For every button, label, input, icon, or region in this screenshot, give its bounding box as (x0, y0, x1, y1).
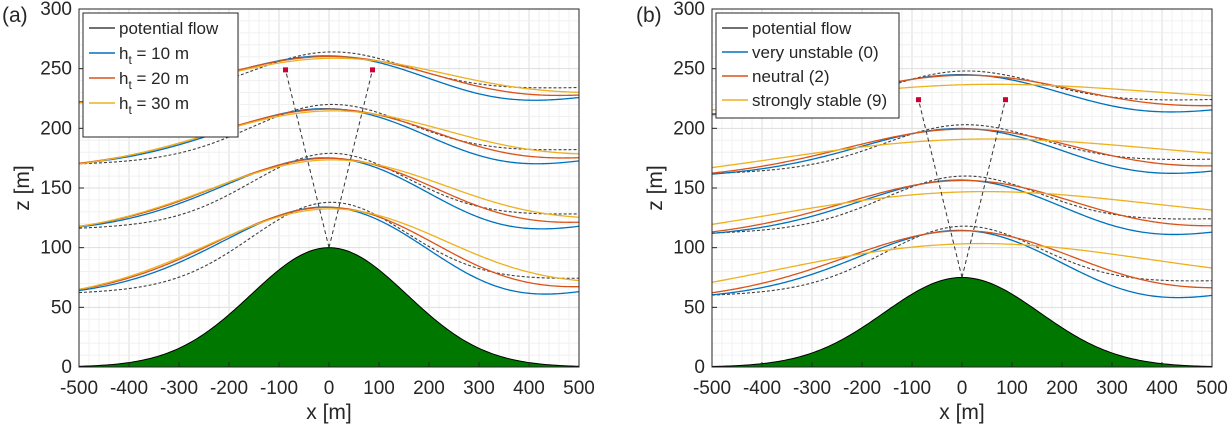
legend-entry-main: strongly stable (9) (752, 91, 887, 110)
panel-a: -500 -400 -300 -200 -100 0 100 200 300 400 500 0 50 1… (2, 0, 595, 424)
x-tick-label: -100 (260, 378, 298, 399)
x-tick-label: -300 (793, 378, 831, 399)
legend-entry-tail: = 10 m (132, 44, 189, 63)
legend-entry-sub: t (128, 78, 132, 92)
series-line-0-streamline-1 (79, 152, 579, 229)
x-axis-label: x [m] (306, 401, 352, 424)
x-tick-label: -500 (60, 378, 98, 399)
annotation-marker (916, 97, 921, 103)
x-axis-label: x [m] (939, 401, 985, 424)
series-line-3-streamline-0 (79, 208, 579, 290)
legend-entry-tail: = 30 m (132, 94, 189, 113)
x-tick-label: 500 (1196, 378, 1228, 399)
series-line-2-streamline-2 (712, 128, 1212, 174)
x-tick-label: -100 (893, 378, 931, 399)
x-tick-label: 100 (996, 378, 1028, 399)
series-line-0-streamline-3 (79, 51, 579, 103)
y-tick-label: 150 (673, 178, 705, 199)
x-tick-label: 300 (1096, 378, 1128, 399)
x-tick-label: 100 (363, 378, 395, 399)
annotation-marker (283, 67, 288, 73)
y-tick-label: 50 (684, 297, 705, 318)
legend-entry-0: potential flow (752, 19, 852, 38)
annotation-line (328, 69, 373, 248)
legend-entry-sub: t (128, 103, 132, 117)
y-tick-label: 300 (40, 0, 72, 20)
panel-b: -500 -400 -300 -200 -100 0 100 200 300 400 500 0 50 1… (636, 0, 1228, 424)
series-line-3-streamline-2 (79, 110, 579, 165)
series-line-2-streamline-0 (712, 230, 1212, 294)
y-axis-label: z [m] (644, 165, 667, 211)
panel-label: (a) (2, 4, 28, 27)
series-line-3-streamline-1 (712, 190, 1212, 226)
x-tick-label: 200 (413, 378, 445, 399)
annotation-line (918, 99, 963, 278)
series-line-2-streamline-1 (712, 179, 1212, 233)
annotation-marker (1003, 97, 1008, 103)
y-tick-label: 250 (40, 59, 72, 80)
series-line-0-streamline-1 (712, 175, 1212, 234)
series-line-0-streamline-2 (712, 124, 1212, 174)
legend-entry-0: potential flow (119, 19, 219, 38)
annotation-line (285, 69, 330, 248)
annotation-marker (370, 67, 375, 73)
legend-entry-main: h (119, 44, 128, 63)
annotation-line (961, 99, 1006, 278)
y-tick-label: 250 (673, 59, 705, 80)
series-line-2-streamline-1 (79, 157, 579, 228)
panel-label: (b) (636, 4, 662, 27)
x-tick-label: -200 (843, 378, 881, 399)
series-line-2-streamline-0 (79, 206, 579, 291)
y-tick-label: 50 (51, 297, 72, 318)
legend-entry-3: ht = 30 m (119, 94, 189, 117)
y-tick-label: 300 (673, 0, 705, 20)
y-tick-label: 0 (694, 357, 705, 378)
legend-entry-main: neutral (2) (752, 67, 829, 86)
x-tick-label: 300 (463, 378, 495, 399)
legend: potential flow very unstable (0) neutral (… (715, 12, 900, 119)
legend-entry-1: ht = 10 m (119, 44, 189, 67)
series-line-0-streamline-2 (79, 103, 579, 165)
legend-entry-3: strongly stable (9) (752, 91, 887, 110)
x-tick-label: -400 (743, 378, 781, 399)
y-tick-label: 150 (40, 178, 72, 199)
x-tick-label: 500 (563, 378, 595, 399)
y-tick-label: 100 (40, 238, 72, 259)
series-line-3-streamline-2 (712, 138, 1212, 169)
x-tick-label: 0 (957, 378, 968, 399)
x-tick-label: 200 (1046, 378, 1078, 399)
legend-entry-sub: t (128, 53, 132, 67)
y-tick-label: 200 (40, 118, 72, 139)
legend-entry-main: potential flow (752, 19, 852, 38)
y-tick-label: 0 (61, 357, 72, 378)
y-tick-label: 100 (673, 238, 705, 259)
y-tick-label: 200 (673, 118, 705, 139)
x-tick-label: -200 (210, 378, 248, 399)
x-tick-label: -300 (160, 378, 198, 399)
hill-area (79, 247, 579, 367)
legend-entry-main: h (119, 69, 128, 88)
x-tick-label: 400 (1146, 378, 1178, 399)
x-tick-label: -400 (110, 378, 148, 399)
y-axis-label: z [m] (11, 165, 34, 211)
legend-entry-main: potential flow (119, 19, 219, 38)
legend-entry-tail: = 20 m (132, 69, 189, 88)
legend-entry-main: h (119, 94, 128, 113)
legend-box (82, 12, 239, 138)
series-line-3-streamline-0 (712, 242, 1212, 283)
x-tick-label: 400 (513, 378, 545, 399)
legend-entry-main: very unstable (0) (752, 43, 879, 62)
legend-entry-1: very unstable (0) (752, 43, 879, 62)
series-line-0-streamline-0 (79, 201, 579, 294)
legend-entry-2: neutral (2) (752, 67, 829, 86)
legend-entry-2: ht = 20 m (119, 69, 189, 92)
x-tick-label: -500 (693, 378, 731, 399)
hill-area (712, 276, 1212, 367)
x-tick-label: 0 (324, 378, 335, 399)
series-line-3-streamline-1 (79, 159, 579, 228)
series-line-0-streamline-0 (712, 225, 1212, 296)
